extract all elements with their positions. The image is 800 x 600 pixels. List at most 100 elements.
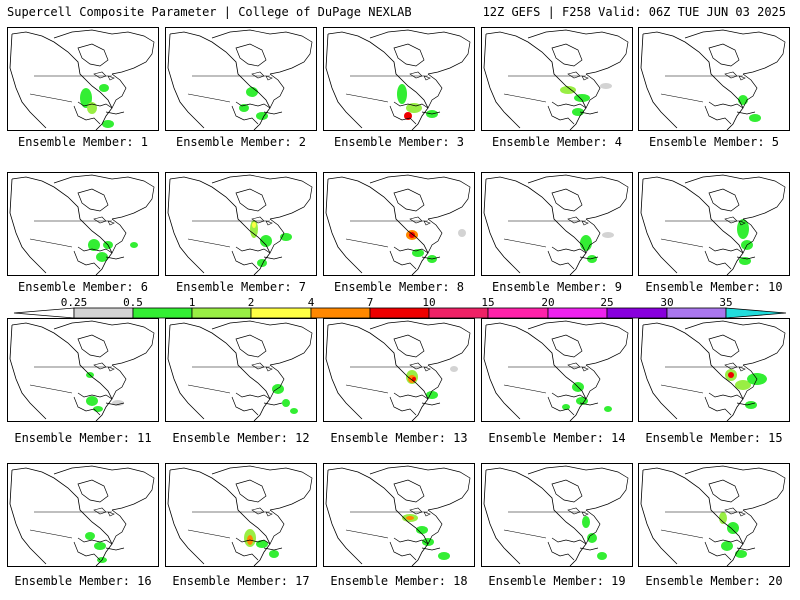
scp-contour-fill <box>130 242 138 248</box>
scp-contour-fill <box>580 235 592 251</box>
coastline <box>167 467 271 566</box>
member-caption: Ensemble Member: 1 <box>17 135 149 149</box>
coastline <box>9 31 113 130</box>
gulf-coast <box>704 392 756 416</box>
great-lakes <box>251 71 273 81</box>
north-america-map <box>640 320 786 421</box>
gulf-coast <box>704 101 756 125</box>
colorbar-segment <box>250 307 312 319</box>
canada-outline <box>684 174 786 254</box>
canada-outline <box>369 174 471 254</box>
ensemble-member-map <box>481 318 633 422</box>
member-caption: Ensemble Member: 9 <box>491 280 623 294</box>
scp-contour-fill <box>269 550 279 558</box>
member-caption: Ensemble Member: 13 <box>330 431 468 445</box>
canada-outline <box>53 320 155 400</box>
north-america-map <box>9 320 155 421</box>
coastline <box>167 322 271 421</box>
coastline <box>9 467 113 566</box>
scp-contour-fill <box>272 384 284 394</box>
borders <box>345 366 428 394</box>
gulf-coast <box>231 537 283 561</box>
canada-outline <box>211 29 313 109</box>
scp-contour-fill <box>602 232 614 238</box>
member-caption: Ensemble Member: 18 <box>330 574 468 588</box>
canada-outline <box>53 465 155 545</box>
scp-contour-fill <box>587 533 597 543</box>
scp-contour-fill <box>727 522 739 534</box>
great-lakes <box>409 71 431 81</box>
colorbar-tick-label: 2 <box>247 296 255 309</box>
coastline <box>483 176 587 275</box>
scp-contour-fill <box>582 516 590 528</box>
gulf-coast <box>547 392 599 416</box>
coastline <box>9 176 113 275</box>
colorbar-segment <box>428 307 489 319</box>
gulf-coast <box>73 392 125 416</box>
colorbar-tick-label: 30 <box>660 296 674 309</box>
member-caption: Ensemble Member: 7 <box>175 280 307 294</box>
canada-outline <box>211 465 313 545</box>
header-right-title: 12Z GEFS | F258 Valid: 06Z TUE JUN 03 20… <box>482 5 786 19</box>
great-lakes <box>724 71 746 81</box>
coastline <box>325 322 429 421</box>
canada-outline <box>684 320 786 400</box>
canada-outline <box>684 29 786 109</box>
colorbar-tick-label: 1 <box>188 296 196 309</box>
gulf-coast <box>704 537 756 561</box>
ensemble-member-map <box>323 463 475 567</box>
gulf-coast <box>389 537 441 561</box>
great-lakes <box>724 216 746 226</box>
great-lakes <box>409 216 431 226</box>
scp-contour-fill <box>738 95 748 105</box>
coastline <box>483 31 587 130</box>
colorbar-segment <box>132 307 193 319</box>
borders <box>660 511 743 539</box>
canada-outline <box>684 465 786 545</box>
colorbar-segment <box>606 307 668 319</box>
coastline <box>640 467 744 566</box>
scp-contour-fill <box>260 235 272 247</box>
scp-contour-fill <box>102 120 114 128</box>
colorbar-tick-label: 0.25 <box>60 296 88 309</box>
scp-contour-fill <box>600 83 612 89</box>
member-caption: Ensemble Member: 20 <box>645 574 783 588</box>
member-caption: Ensemble Member: 10 <box>645 280 783 294</box>
colorbar-tick-label: 10 <box>422 296 436 309</box>
north-america-map <box>167 29 313 130</box>
scp-contour-fill <box>422 538 434 546</box>
gulf-coast <box>73 246 125 270</box>
scp-contour-fill <box>737 219 749 239</box>
ensemble-member-map <box>481 172 633 276</box>
north-america-map <box>325 29 471 130</box>
borders <box>345 75 428 103</box>
great-lakes <box>724 507 746 517</box>
borders <box>503 366 586 394</box>
north-america-map <box>9 465 155 566</box>
borders <box>660 220 743 248</box>
scp-contour-fill <box>290 408 298 414</box>
canada-outline <box>211 174 313 254</box>
ensemble-member-map <box>7 172 159 276</box>
scp-contour-fill <box>576 397 588 405</box>
scp-contour-fill <box>282 399 290 407</box>
borders <box>187 511 270 539</box>
member-caption: Ensemble Member: 2 <box>175 135 307 149</box>
borders <box>503 220 586 248</box>
north-america-map <box>9 29 155 130</box>
gulf-coast <box>389 101 441 125</box>
member-caption: Ensemble Member: 6 <box>17 280 149 294</box>
scp-contour-fill <box>604 406 612 412</box>
header-left-title: Supercell Composite Parameter | College … <box>7 5 412 19</box>
colorbar-graphic <box>13 307 787 319</box>
ensemble-member-map <box>165 172 317 276</box>
coastline <box>640 322 744 421</box>
borders <box>29 220 112 248</box>
scp-contour-fill <box>99 84 109 92</box>
north-america-map <box>325 174 471 275</box>
great-lakes <box>251 507 273 517</box>
great-lakes <box>567 507 589 517</box>
gulf-coast <box>547 246 599 270</box>
north-america-map <box>483 29 629 130</box>
great-lakes <box>409 362 431 372</box>
